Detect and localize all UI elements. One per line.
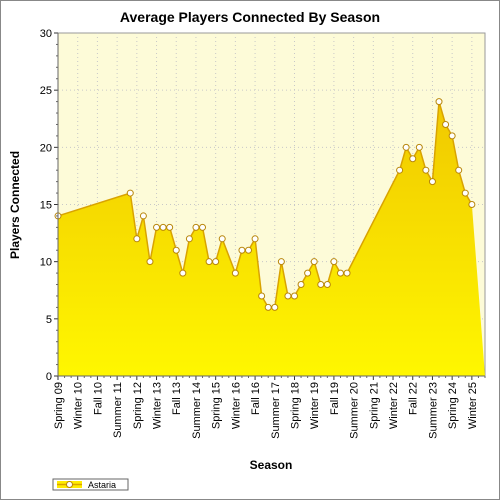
data-point [264, 303, 272, 311]
x-tick-label: Fall 13 [171, 382, 183, 415]
legend-label: Astaria [88, 480, 116, 490]
data-point [323, 281, 331, 289]
data-point [422, 166, 430, 174]
x-axis: Spring 09 Winter 10 Fall 10 Summer 11 Spring… [53, 375, 486, 439]
data-point [126, 189, 134, 197]
data-point [468, 201, 476, 208]
data-point [271, 303, 279, 311]
data-point [218, 235, 226, 243]
x-axis-label: Season [250, 458, 293, 472]
x-tick-label: Summer 23 [427, 382, 439, 439]
data-point [317, 281, 325, 289]
x-tick-label: Fall 16 [250, 382, 262, 415]
y-axis: 0 5 10 15 20 25 30 [40, 28, 59, 383]
data-point [310, 258, 318, 266]
chart-title: Average Players Connected By Season [120, 9, 380, 25]
x-tick-label: Winter 22 [388, 382, 400, 429]
x-tick-label: Winter 19 [309, 382, 321, 429]
data-point [304, 269, 312, 277]
x-tick-label: Summer 20 [349, 382, 361, 439]
data-point [231, 269, 239, 277]
x-tick-label: Fall 10 [92, 382, 104, 415]
legend-box [52, 478, 129, 491]
data-point [409, 155, 417, 163]
data-point [402, 143, 410, 151]
data-point [245, 246, 253, 254]
x-tick-label: Spring 15 [211, 382, 223, 429]
data-point [212, 258, 220, 266]
data-point [192, 223, 200, 231]
data-point [179, 269, 187, 277]
x-tick-label: Summer 14 [191, 382, 203, 439]
data-point [442, 120, 450, 128]
legend-marker [66, 481, 73, 488]
y-tick-label: 25 [40, 85, 52, 97]
data-point [251, 235, 259, 243]
data-point [428, 178, 436, 186]
y-tick-label: 0 [46, 371, 52, 383]
x-tick-label: Summer 17 [270, 382, 282, 439]
data-point [166, 223, 174, 231]
x-tick-label: Summer 11 [112, 382, 124, 438]
data-point [336, 269, 344, 277]
x-tick-label: Fall 19 [329, 382, 341, 415]
y-tick-label: 10 [40, 257, 52, 269]
data-point [172, 246, 180, 254]
x-tick-label: Spring 12 [132, 382, 144, 429]
data-point [343, 269, 351, 277]
x-tick-label: Winter 13 [152, 382, 164, 429]
data-point [284, 292, 292, 300]
y-tick-label: 15 [40, 200, 52, 212]
series-area-fill [58, 101, 485, 376]
data-point [330, 258, 338, 266]
y-tick-label: 20 [40, 142, 52, 154]
y-tick-label: 5 [46, 314, 52, 326]
data-point [448, 132, 456, 140]
data-point [159, 223, 167, 231]
series-line [57, 101, 473, 309]
x-tick-label: Spring 18 [289, 382, 301, 429]
data-point [290, 292, 298, 300]
data-point [133, 235, 141, 243]
data-point [461, 189, 469, 197]
data-point [435, 98, 443, 106]
data-point [205, 258, 213, 266]
data-point [199, 223, 207, 231]
data-point [297, 281, 305, 289]
data-point [238, 246, 246, 254]
x-tick-label: Spring 24 [447, 382, 459, 429]
data-point [139, 212, 147, 220]
y-axis-label: Players Connected [8, 151, 22, 259]
data-point [185, 235, 193, 243]
x-tick-label: Fall 22 [408, 382, 420, 415]
data-point [153, 223, 161, 231]
series-markers [54, 98, 476, 311]
data-point [277, 258, 285, 266]
x-tick-label: Spring 09 [53, 382, 65, 429]
legend: Astaria [52, 478, 129, 491]
data-point [455, 166, 463, 174]
x-tick-label: Spring 21 [368, 382, 380, 429]
x-tick-label: Winter 16 [230, 382, 242, 429]
y-tick-label: 30 [40, 28, 52, 40]
data-point [146, 258, 154, 266]
data-point [415, 143, 423, 151]
x-tick-label: Winter 10 [73, 382, 85, 429]
series-area [57, 101, 485, 376]
x-tick-label: Winter 25 [467, 382, 479, 429]
data-point [396, 166, 404, 174]
data-point [258, 292, 266, 300]
